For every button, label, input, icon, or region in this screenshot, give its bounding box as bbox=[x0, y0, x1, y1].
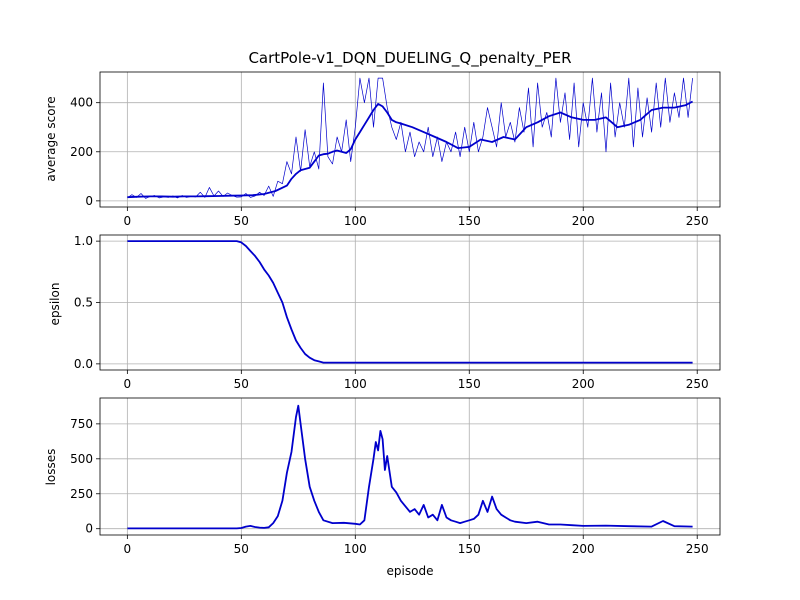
losses-panel: losses 0 50 100 150 200 250 0 250 500 750 bbox=[44, 397, 721, 556]
score-ytick-label-0: 0 bbox=[85, 194, 93, 208]
score-series-average bbox=[127, 100, 694, 199]
losses-xtick-label-4: 200 bbox=[572, 542, 595, 556]
losses-panel-ylabel: losses bbox=[44, 449, 58, 486]
losses-axes-frame bbox=[99, 397, 721, 536]
score-panel-ylabel: average score bbox=[44, 96, 58, 181]
epsilon-ytick-label-2: 1.0 bbox=[74, 234, 93, 248]
losses-xtick-label-5: 250 bbox=[686, 542, 709, 556]
epsilon-ytick-label-0: 0.0 bbox=[74, 357, 93, 371]
losses-xtick-label-3: 150 bbox=[458, 542, 481, 556]
losses-ytick-label-1: 250 bbox=[70, 487, 93, 501]
score-axes-frame bbox=[99, 71, 721, 208]
score-xtick-label-4: 200 bbox=[572, 214, 595, 228]
epsilon-xtick-label-0: 0 bbox=[124, 377, 132, 391]
losses-ytick-label-2: 500 bbox=[70, 452, 93, 466]
score-xtick-label-1: 50 bbox=[234, 214, 249, 228]
losses-ytick-label-3: 750 bbox=[70, 417, 93, 431]
epsilon-xtick-label-3: 150 bbox=[458, 377, 481, 391]
epsilon-panel: epsilon 0 50 100 150 200 250 0.0 0.5 1.0 bbox=[48, 234, 721, 391]
epsilon-xtick-label-1: 50 bbox=[234, 377, 249, 391]
x-axis-label: episode bbox=[387, 564, 434, 578]
epsilon-xtick-label-2: 100 bbox=[344, 377, 367, 391]
epsilon-xtick-label-4: 200 bbox=[572, 377, 595, 391]
losses-ytick-label-0: 0 bbox=[85, 522, 93, 536]
losses-series-0 bbox=[127, 404, 693, 530]
epsilon-ytick-label-1: 0.5 bbox=[74, 296, 93, 310]
score-xtick-label-3: 150 bbox=[458, 214, 481, 228]
epsilon-xtick-label-5: 250 bbox=[686, 377, 709, 391]
losses-xtick-label-1: 50 bbox=[234, 542, 249, 556]
epsilon-panel-ylabel: epsilon bbox=[48, 283, 62, 326]
score-series-raw bbox=[127, 77, 693, 199]
score-xtick-label-5: 250 bbox=[686, 214, 709, 228]
score-ytick-label-2: 400 bbox=[70, 96, 93, 110]
score-ytick-label-1: 200 bbox=[70, 145, 93, 159]
score-xtick-label-2: 100 bbox=[344, 214, 367, 228]
chart-title: CartPole-v1_DQN_DUELING_Q_penalty_PER bbox=[248, 49, 571, 68]
score-panel: average score 0 50 100 150 200 250 0 200 400 bbox=[44, 71, 721, 228]
score-xtick-label-0: 0 bbox=[124, 214, 132, 228]
epsilon-series-0 bbox=[127, 240, 693, 364]
losses-xtick-label-0: 0 bbox=[124, 542, 132, 556]
losses-xtick-label-2: 100 bbox=[344, 542, 367, 556]
